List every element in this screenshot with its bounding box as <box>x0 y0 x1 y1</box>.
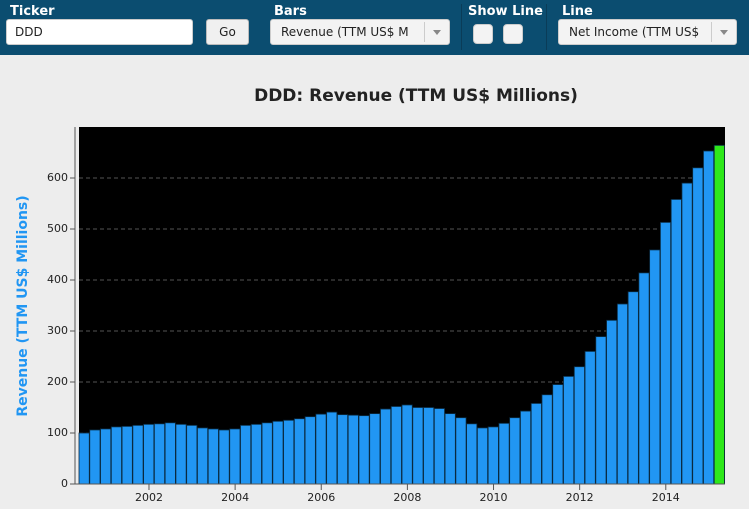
bar <box>380 408 392 485</box>
show-line-label: Show Line <box>468 4 543 19</box>
bar <box>498 422 510 485</box>
x-tick-label: 2014 <box>652 491 680 504</box>
bar <box>703 150 715 485</box>
bar <box>326 411 338 485</box>
bar <box>304 416 316 485</box>
bar <box>487 426 499 485</box>
y-tick-label: 600 <box>47 171 68 184</box>
chart-title: DDD: Revenue (TTM US$ Millions) <box>254 86 578 106</box>
y-tick-label: 0 <box>61 477 68 490</box>
bar <box>627 291 639 485</box>
bars-select[interactable]: Revenue (TTM US$ M <box>270 19 450 45</box>
bar <box>681 182 693 485</box>
bar <box>476 427 489 485</box>
bar <box>358 415 370 485</box>
bar <box>455 417 467 485</box>
bar <box>638 272 650 485</box>
bar <box>401 404 413 485</box>
ticker-label: Ticker <box>10 4 55 19</box>
bar <box>584 350 596 485</box>
bar <box>153 423 166 485</box>
bar <box>595 336 607 485</box>
bar <box>606 319 618 485</box>
bar <box>78 432 90 485</box>
bars-label: Bars <box>274 4 307 19</box>
x-tick-label: 2002 <box>135 491 163 504</box>
bar <box>563 375 575 485</box>
bar <box>132 424 144 485</box>
x-tick-label: 2006 <box>307 491 335 504</box>
bar <box>573 366 585 485</box>
bar <box>336 414 349 485</box>
bar <box>530 403 542 485</box>
chart: DDD: Revenue (TTM US$ Millions) Revenue … <box>15 86 725 504</box>
bar <box>164 422 176 485</box>
y-tick-label: 200 <box>47 375 68 388</box>
go-button[interactable]: Go <box>206 19 249 45</box>
bar <box>261 422 273 485</box>
bar <box>207 428 219 485</box>
line-label: Line <box>562 4 593 19</box>
bar <box>466 423 478 485</box>
x-tick-label: 2004 <box>221 491 249 504</box>
x-tick-label: 2008 <box>393 491 421 504</box>
bar <box>250 423 262 485</box>
bar <box>713 144 725 485</box>
bar <box>670 199 682 485</box>
bar <box>110 426 122 485</box>
bar <box>272 420 284 485</box>
bar <box>240 424 252 485</box>
bar <box>444 413 456 485</box>
y-tick-label: 300 <box>47 324 68 337</box>
bar <box>315 413 327 485</box>
bar <box>89 429 101 485</box>
bars-value: Revenue (TTM US$ M <box>281 25 409 39</box>
y-tick-label: 400 <box>47 273 68 286</box>
separator <box>546 4 547 50</box>
bar <box>100 428 112 485</box>
bar <box>423 407 435 485</box>
bar <box>433 408 445 485</box>
bar <box>229 428 241 485</box>
bar <box>692 167 704 485</box>
bar <box>218 429 230 485</box>
bar <box>509 417 521 485</box>
ticker-input[interactable]: DDD <box>6 19 193 45</box>
y-tick-label: 100 <box>47 426 68 439</box>
bar <box>552 384 564 485</box>
bar <box>412 407 424 485</box>
bar <box>197 427 209 485</box>
bar <box>390 406 402 485</box>
bar <box>369 413 381 485</box>
bar <box>616 303 628 485</box>
checkbox[interactable] <box>473 24 493 44</box>
bar <box>121 425 133 485</box>
bar <box>293 418 306 485</box>
line-select[interactable]: Net Income (TTM US$ <box>558 19 737 45</box>
line-value: Net Income (TTM US$ <box>569 25 700 39</box>
bar <box>541 394 553 485</box>
bar <box>347 414 359 485</box>
bar <box>143 423 155 485</box>
bar <box>186 424 198 485</box>
y-tick-label: 500 <box>47 222 68 235</box>
x-tick-label: 2010 <box>480 491 508 504</box>
checkbox[interactable] <box>503 24 523 44</box>
bar <box>660 221 672 485</box>
separator <box>461 4 462 50</box>
bar <box>283 419 295 485</box>
bar <box>175 423 187 485</box>
bar <box>520 410 532 485</box>
x-tick-label: 2012 <box>566 491 594 504</box>
bar <box>649 249 661 485</box>
y-axis-label: Revenue (TTM US$ Millions) <box>15 195 31 416</box>
toolbar: Ticker DDD Go Bars Revenue (TTM US$ M Sh… <box>0 0 749 55</box>
